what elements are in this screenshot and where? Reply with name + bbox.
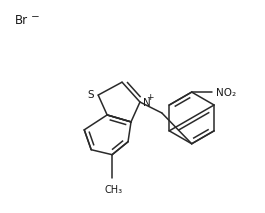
Text: +: + xyxy=(146,93,154,102)
Text: Br: Br xyxy=(15,14,28,27)
Text: N: N xyxy=(143,98,151,108)
Text: CH₃: CH₃ xyxy=(104,186,122,196)
Text: −: − xyxy=(30,12,39,22)
Text: S: S xyxy=(87,90,94,100)
Text: NO₂: NO₂ xyxy=(217,88,237,98)
